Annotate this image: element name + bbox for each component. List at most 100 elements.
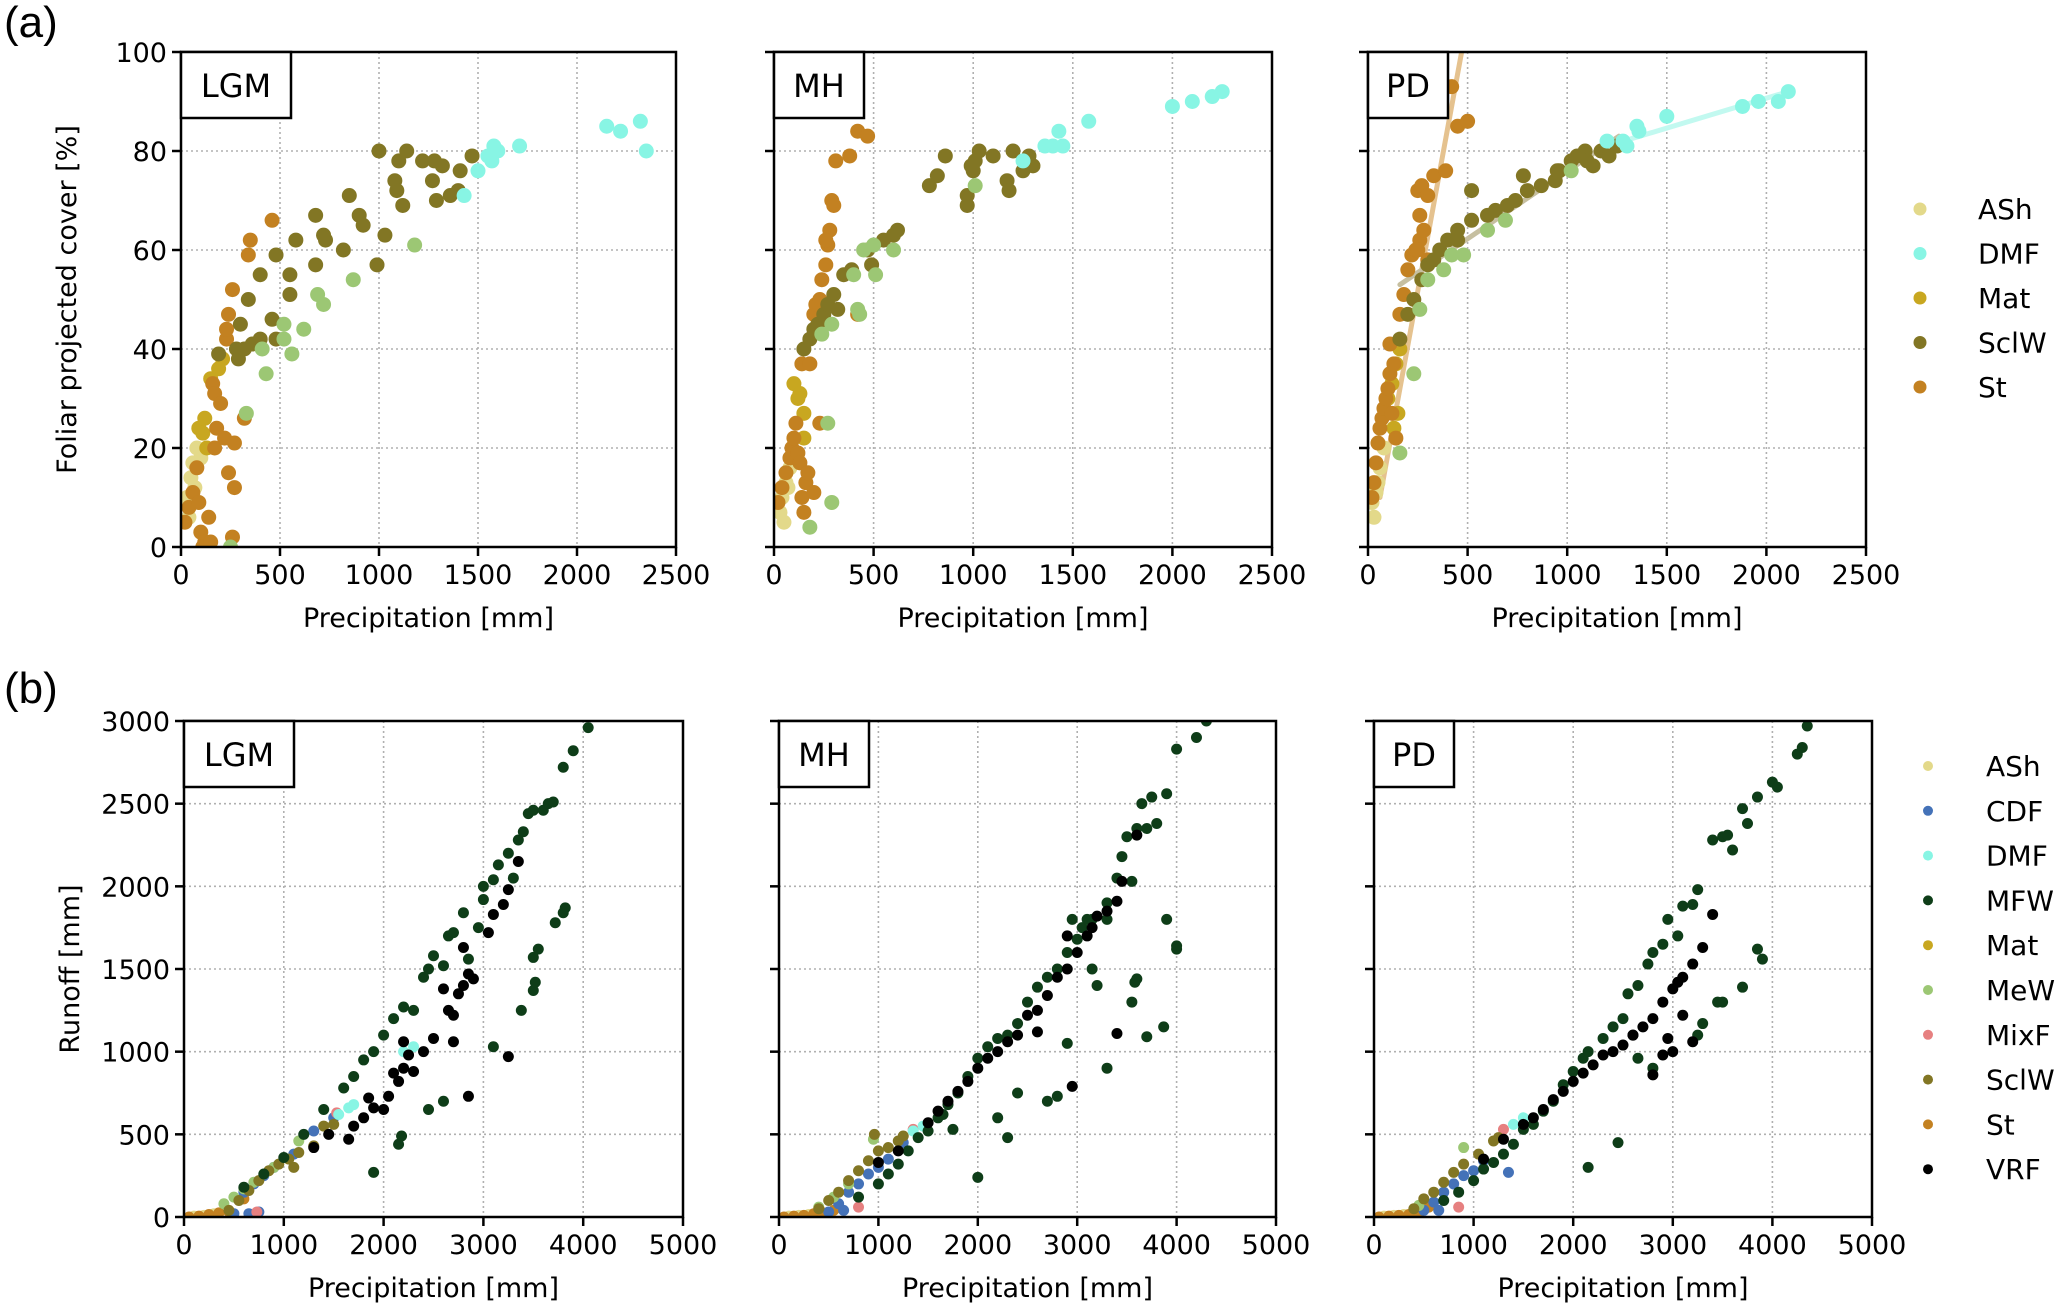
- data-point-sclw: [424, 173, 440, 189]
- data-point-vrf: [1031, 1026, 1043, 1038]
- legend-marker: [1923, 761, 1933, 771]
- y-tick-label: 100: [115, 38, 167, 69]
- data-point-ash: [776, 514, 792, 530]
- data-point-vrf: [992, 1046, 1004, 1058]
- legend-marker: [1923, 940, 1933, 951]
- legend-label: Mat: [1978, 282, 2030, 315]
- panel-b-mh: 0 1000 2000 3000 4000 5000 Precipitation [mm] M…: [770, 719, 1310, 1304]
- data-point-vrf: [1041, 989, 1053, 1001]
- data-point-vrf: [1061, 930, 1073, 942]
- data-point-dmf: [1599, 133, 1615, 149]
- data-point-st: [1370, 435, 1386, 451]
- x-tick-label: 3000: [1638, 1230, 1707, 1261]
- data-point-sclw: [434, 158, 450, 174]
- data-point-vrf: [1567, 1075, 1579, 1087]
- data-point-sclw: [833, 1186, 845, 1198]
- x-tick-label: 0: [172, 560, 189, 591]
- data-point-dmf: [1780, 84, 1796, 100]
- data-point-vrf: [383, 1090, 395, 1102]
- series-mfw: [238, 722, 594, 1193]
- x-tick-label: 1500: [444, 560, 513, 591]
- panel-label-box: [1372, 719, 1456, 789]
- x-tick-label: 1000: [1533, 560, 1602, 591]
- data-point-vrf: [452, 988, 464, 1000]
- y-axis-label: Foliar projected cover [%]: [52, 125, 83, 474]
- data-point-mfw: [1727, 844, 1739, 856]
- data-point-mew: [1444, 247, 1460, 263]
- data-point-st: [203, 1209, 215, 1217]
- x-tick-label: 0: [765, 560, 782, 591]
- data-point-mfw: [462, 953, 474, 965]
- data-point-st: [788, 415, 804, 431]
- data-point-cdf: [1458, 1170, 1470, 1182]
- data-point-st: [1412, 207, 1428, 223]
- legend-marker: [1923, 895, 1933, 906]
- data-point-mew: [824, 316, 840, 332]
- data-point-vrf: [363, 1092, 375, 1104]
- data-point-dmf: [638, 143, 654, 159]
- data-point-dmf: [1770, 94, 1786, 109]
- data-point-vrf: [497, 899, 509, 911]
- data-point-sclw: [823, 1194, 835, 1206]
- data-point-cdf: [838, 1204, 850, 1216]
- data-point-mfw: [1158, 1021, 1170, 1033]
- data-point-mfw: [1796, 741, 1808, 753]
- data-point-dmf: [348, 1099, 360, 1111]
- data-point-cdf: [862, 1168, 874, 1180]
- data-point-mfw: [1657, 938, 1669, 950]
- data-point-dmf: [1750, 94, 1766, 109]
- data-point-mixf: [1453, 1201, 1465, 1213]
- x-tick-label: 4000: [549, 1230, 618, 1261]
- data-point-dmf: [1631, 123, 1647, 139]
- series-mew: [223, 237, 423, 547]
- data-point-vrf: [512, 856, 524, 868]
- data-point-sclw: [377, 227, 393, 243]
- data-point-mfw: [1507, 1138, 1519, 1150]
- x-axis-label: Precipitation [mm]: [1497, 1273, 1748, 1304]
- legend-label: CDF: [1986, 795, 2043, 828]
- data-point-sclw: [288, 232, 304, 248]
- data-point-mfw: [1662, 913, 1674, 925]
- data-point-sclw: [1458, 1158, 1470, 1170]
- legend-marker: [1923, 850, 1933, 861]
- data-point-mfw: [1722, 829, 1734, 841]
- series-sclw: [796, 143, 1041, 357]
- data-point-st: [1393, 1209, 1405, 1217]
- data-point-st: [193, 1210, 205, 1217]
- data-point-vrf: [1091, 910, 1103, 922]
- data-point-sclw: [395, 197, 411, 213]
- data-point-mfw: [512, 834, 524, 846]
- panel-label: LGM: [204, 736, 274, 774]
- data-point-mat: [197, 410, 213, 426]
- data-point-mfw: [1190, 732, 1202, 744]
- x-axis-label: Precipitation [mm]: [303, 603, 554, 634]
- data-point-mfw: [1478, 1163, 1490, 1175]
- data-point-vrf: [343, 1133, 355, 1145]
- legend-item-mat: Mat: [1923, 929, 2038, 962]
- data-point-sclw: [853, 1165, 865, 1177]
- axes-frame: [772, 50, 1274, 549]
- data-point-vrf: [1662, 1032, 1674, 1044]
- data-point-sclw: [1392, 331, 1408, 347]
- panel-label-box: [772, 50, 866, 120]
- legend-label: ASh: [1978, 193, 2033, 226]
- data-point-mfw: [1141, 1031, 1153, 1043]
- data-point-sclw: [1408, 1203, 1420, 1215]
- data-point-vrf: [1647, 1013, 1659, 1025]
- data-point-sclw: [240, 292, 256, 307]
- data-point-st: [1368, 475, 1382, 491]
- data-point-dmf: [1734, 98, 1750, 114]
- data-point-mfw: [423, 1104, 435, 1116]
- data-point-mfw: [447, 927, 459, 939]
- data-point-mew: [1406, 366, 1422, 382]
- x-tick-label: 2000: [943, 1230, 1012, 1261]
- legend-marker: [1923, 1119, 1933, 1130]
- legend-item-st: St: [1913, 371, 2007, 404]
- data-point-st: [189, 460, 205, 476]
- legend-item-vrf: VRF: [1923, 1153, 2041, 1186]
- data-point-sclw: [233, 1194, 245, 1206]
- data-point-dmf: [1081, 113, 1097, 129]
- data-point-st: [1383, 1210, 1395, 1217]
- data-point-dmf: [490, 143, 506, 159]
- data-point-sclw: [1464, 212, 1480, 228]
